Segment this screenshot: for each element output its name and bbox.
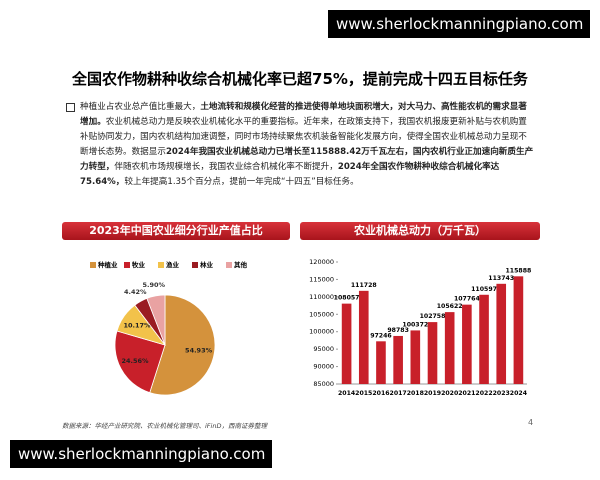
legend-label: 牧业 bbox=[132, 260, 146, 269]
data-label: 54.93% bbox=[185, 346, 213, 354]
x-tick-label: 2020 bbox=[441, 390, 459, 397]
bar bbox=[427, 322, 438, 384]
pie-slice bbox=[146, 294, 166, 346]
x-tick-label: 2023 bbox=[493, 390, 510, 397]
y-tick-label: 115000 bbox=[309, 275, 334, 283]
data-label: 100372 bbox=[402, 321, 428, 328]
legend-swatch bbox=[192, 262, 198, 268]
chart-title: 农业机械总动力（万千瓦） bbox=[300, 222, 540, 240]
x-tick-label: 2015 bbox=[355, 390, 372, 397]
data-label: 111728 bbox=[351, 282, 377, 289]
bar bbox=[444, 312, 455, 384]
pie-slice bbox=[149, 294, 216, 396]
text-run: 种植业占农业总产值比重最大， bbox=[80, 102, 201, 112]
x-tick-label: 2021 bbox=[458, 390, 475, 397]
y-tick-label: 110000 bbox=[309, 293, 334, 301]
y-tick-label: 100000 bbox=[309, 328, 334, 336]
x-tick-label: 2022 bbox=[475, 390, 492, 397]
data-label: 107764 bbox=[454, 296, 481, 303]
y-tick-label: 105000 bbox=[309, 310, 334, 318]
text-run: 较上年提高1.35个百分点，提前一年完成“十四五”目标任务。 bbox=[124, 177, 359, 187]
chart-title: 2023年中国农业细分行业产值占比 bbox=[62, 222, 290, 240]
x-tick-label: 2019 bbox=[424, 390, 441, 397]
legend-label: 种植业 bbox=[97, 260, 118, 269]
x-tick-label: 2018 bbox=[407, 390, 424, 397]
paragraph: 种植业占农业总产值比重最大，土地流转和规模化经营的推进使得单地块面积增大，对大马… bbox=[80, 100, 535, 190]
page-number: 4 bbox=[528, 418, 534, 427]
data-label: 10.17% bbox=[123, 322, 151, 330]
bar bbox=[479, 294, 489, 384]
text-run: 农业机械总动力是反映农业机械化水平的重要指标。近年来，在政策支持下，我国农机报废… bbox=[80, 117, 527, 157]
y-tick-label: 95000 bbox=[313, 345, 334, 353]
y-tick-label: 120000 bbox=[309, 258, 334, 266]
data-label: 4.42% bbox=[124, 288, 147, 296]
watermark: www.sherlockmanningpiano.com bbox=[10, 440, 272, 468]
data-label: 110597 bbox=[471, 286, 497, 293]
bar bbox=[393, 335, 403, 384]
text-run: 伴随农机市场规模增长，我国农业综合机械化率不断提升， bbox=[114, 162, 338, 172]
legend-swatch bbox=[158, 262, 164, 268]
bar bbox=[513, 276, 524, 384]
data-label: 115888 bbox=[505, 267, 531, 274]
legend-swatch bbox=[124, 262, 130, 268]
legend-label: 其他 bbox=[234, 260, 248, 269]
data-label: 113743 bbox=[488, 275, 514, 282]
legend-swatch bbox=[90, 262, 96, 268]
source: 数据来源：华经产业研究院、农业机械化管理司、iFinD，西南证券整理 bbox=[62, 422, 267, 430]
legend-label: 渔业 bbox=[166, 260, 180, 269]
data-label: 98783 bbox=[387, 327, 409, 334]
text-run: 土地流转和规模化经营的推进使得单地块面积增大，对大马力、高性能农机的需求显著增加… bbox=[80, 102, 527, 127]
data-label: 105622 bbox=[437, 303, 463, 310]
x-tick-label: 2014 bbox=[338, 390, 356, 397]
pie-slice bbox=[114, 330, 166, 394]
bar bbox=[341, 303, 352, 384]
data-label: 5.90% bbox=[142, 281, 165, 289]
bar bbox=[376, 341, 386, 384]
y-tick-label: 90000 bbox=[313, 363, 334, 371]
text-run: 2024年全国农作物耕种收综合机械化率达75.64%， bbox=[80, 162, 500, 187]
bar bbox=[358, 290, 369, 384]
legend-swatch bbox=[226, 262, 232, 268]
bar bbox=[462, 304, 472, 384]
data-label: 24.56% bbox=[121, 357, 149, 365]
watermark: www.sherlockmanningpiano.com bbox=[328, 10, 590, 38]
text-run: 2024年我国农业机械总动力已增长至115888.42万千瓦左右，国内农机行业正… bbox=[80, 147, 534, 172]
y-tick-label: 85000 bbox=[313, 380, 334, 388]
legend-label: 林业 bbox=[200, 260, 214, 269]
bar bbox=[496, 283, 507, 384]
x-tick-label: 2017 bbox=[390, 390, 407, 397]
x-tick-label: 2024 bbox=[510, 390, 528, 397]
data-label: 102758 bbox=[420, 313, 446, 320]
bullet bbox=[66, 103, 75, 112]
title: 全国农作物耕种收综合机械化率已超75%，提前完成十四五目标任务 bbox=[72, 70, 528, 88]
data-label: 108057 bbox=[334, 295, 360, 302]
bar bbox=[410, 330, 421, 384]
x-tick-label: 2016 bbox=[372, 390, 389, 397]
data-label: 97246 bbox=[370, 332, 392, 339]
